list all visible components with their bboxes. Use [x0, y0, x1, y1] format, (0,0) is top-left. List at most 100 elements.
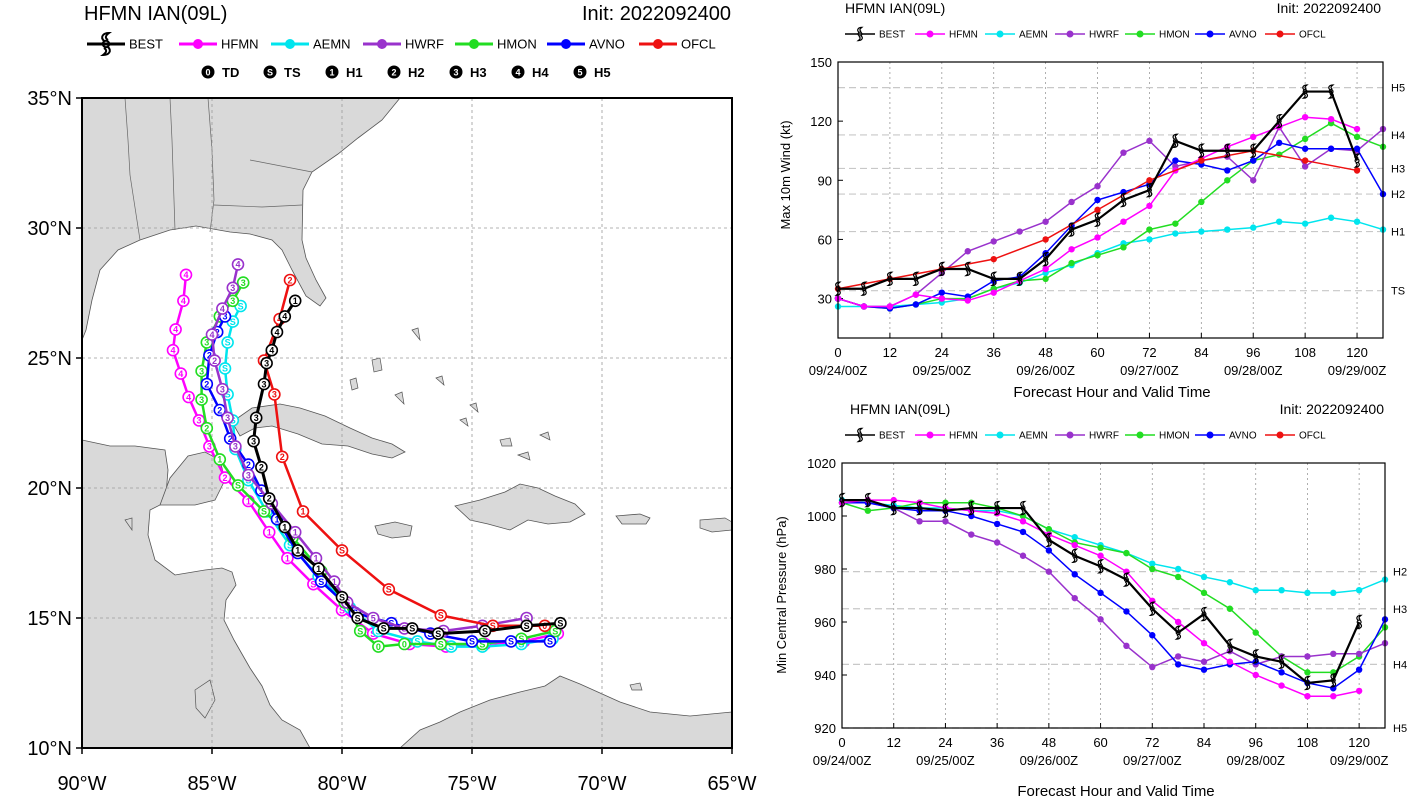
intensity-symbol: 5	[577, 68, 582, 78]
data-point	[1068, 259, 1075, 267]
intensity-symbol: 4	[515, 68, 520, 78]
legend-marker	[193, 39, 203, 49]
date-tick-label: 09/25/00Z	[913, 363, 972, 378]
data-point	[1094, 206, 1101, 214]
hurricane-symbol-icon	[993, 500, 1001, 516]
track-intensity-symbol: 3	[264, 359, 269, 369]
track-marker	[270, 325, 284, 339]
legend-marker	[469, 39, 479, 49]
y-tick-label: 90	[818, 173, 832, 188]
track-marker	[262, 525, 276, 539]
map-model-legend: BEST HFMN AEMN HWRF HMON AVNO OFCL	[87, 31, 716, 57]
date-tick-label: 09/29/00Z	[1328, 363, 1387, 378]
track-marker	[179, 268, 193, 282]
track-intensity-symbol: 2	[267, 494, 272, 504]
track-point: 1	[262, 525, 276, 539]
track-point: S	[353, 624, 367, 638]
data-point	[1123, 642, 1130, 650]
track-marker	[543, 635, 557, 648]
track-marker	[478, 624, 492, 638]
track-point: 2	[255, 460, 268, 474]
track-point: S	[520, 619, 533, 633]
wind-xlabel: Forecast Hour and Valid Time	[1013, 384, 1210, 401]
legend-marker	[996, 30, 1004, 38]
track-intensity-symbol: 3	[220, 385, 225, 395]
lon-tick-label: 70°W	[577, 773, 626, 795]
track-point: 3	[226, 294, 240, 308]
track-point: 1	[278, 520, 292, 534]
data-point	[1097, 552, 1104, 559]
data-point	[1304, 693, 1311, 700]
legend-label: HMON	[497, 37, 537, 52]
data-point	[1042, 265, 1049, 273]
hurricane-symbol-icon	[915, 500, 924, 516]
track-intensity-symbol: S	[230, 317, 236, 327]
hurricane-symbol-icon	[1353, 153, 1361, 168]
data-point	[886, 303, 894, 310]
intensity-badge	[449, 65, 463, 79]
data-point	[1250, 133, 1257, 141]
x-tick-label: 120	[1348, 735, 1370, 750]
series-best	[834, 84, 1361, 296]
track-marker	[382, 583, 396, 596]
track-intensity-symbol: S	[238, 301, 244, 311]
hurricane-symbol-icon	[1067, 222, 1076, 237]
track-intensity-symbol: 1	[246, 496, 251, 506]
date-tick-label: 09/27/00Z	[1120, 363, 1179, 378]
intensity-badge	[511, 65, 525, 79]
track-marker	[262, 492, 276, 505]
track-intensity-symbol: S	[318, 577, 324, 587]
map-title: HFMN IAN(09L)	[84, 3, 227, 25]
intensity-label: H1	[346, 65, 363, 80]
y-tick-label: 980	[814, 562, 836, 577]
series-line	[838, 90, 1359, 290]
track-marker	[335, 544, 349, 557]
intensity-legend-h4: 4 H4	[511, 65, 549, 80]
data-point	[1224, 177, 1231, 184]
track-intensity-symbol: 4	[209, 330, 214, 340]
track-point: 3	[249, 411, 263, 425]
track-marker	[182, 390, 195, 404]
track-intensity-symbol: S	[409, 624, 415, 634]
intensity-label: H2	[408, 65, 425, 80]
track-intensity-symbol: 3	[272, 390, 277, 400]
track-point: 3	[247, 434, 260, 448]
data-point	[1200, 589, 1208, 597]
track-intensity-symbol: 3	[254, 413, 259, 423]
track-point: S	[405, 622, 419, 635]
x-tick-label: 0	[834, 345, 841, 360]
legend-label: AVNO	[1229, 30, 1257, 41]
intensity-badge	[325, 65, 339, 79]
track-point: 2	[275, 450, 289, 464]
x-tick-label: 12	[886, 735, 900, 750]
data-point	[1353, 167, 1361, 174]
lat-tick-label: 15°N	[27, 608, 72, 630]
legend-label: HWRF	[405, 37, 444, 52]
date-tick-label: 09/29/00Z	[1330, 753, 1389, 768]
track-intensity-symbol: 4	[170, 346, 175, 356]
track-marker	[177, 294, 190, 308]
pressure-legend: BEST HFMN AEMN HWRF HMON AVNO OFCL	[845, 427, 1326, 443]
max-wind-chart: HFMN IAN(09L) Init: 2022092400 BEST HFMN A…	[778, 0, 1405, 401]
data-point	[1200, 658, 1208, 665]
data-point	[1278, 669, 1285, 676]
data-point	[1198, 228, 1205, 235]
intensity-label: TS	[284, 65, 301, 80]
data-point	[1019, 528, 1027, 536]
date-tick-label: 09/26/00Z	[1016, 363, 1075, 378]
data-point	[1327, 145, 1335, 152]
legend-label: HFMN	[221, 37, 259, 52]
legend-marker	[1206, 431, 1214, 439]
track-intensity-symbol: S	[339, 606, 345, 616]
data-point	[1252, 587, 1259, 594]
lat-tick-label: 25°N	[27, 348, 72, 370]
data-point	[1097, 616, 1104, 623]
track-marker	[268, 388, 281, 401]
data-point	[1120, 149, 1127, 156]
track-intensity-symbol: 1	[274, 515, 279, 525]
track-point: 2	[208, 354, 221, 367]
hurricane-symbol-icon	[890, 500, 898, 516]
track-intensity-symbol: 0	[376, 642, 381, 652]
track-point: S	[434, 637, 448, 651]
